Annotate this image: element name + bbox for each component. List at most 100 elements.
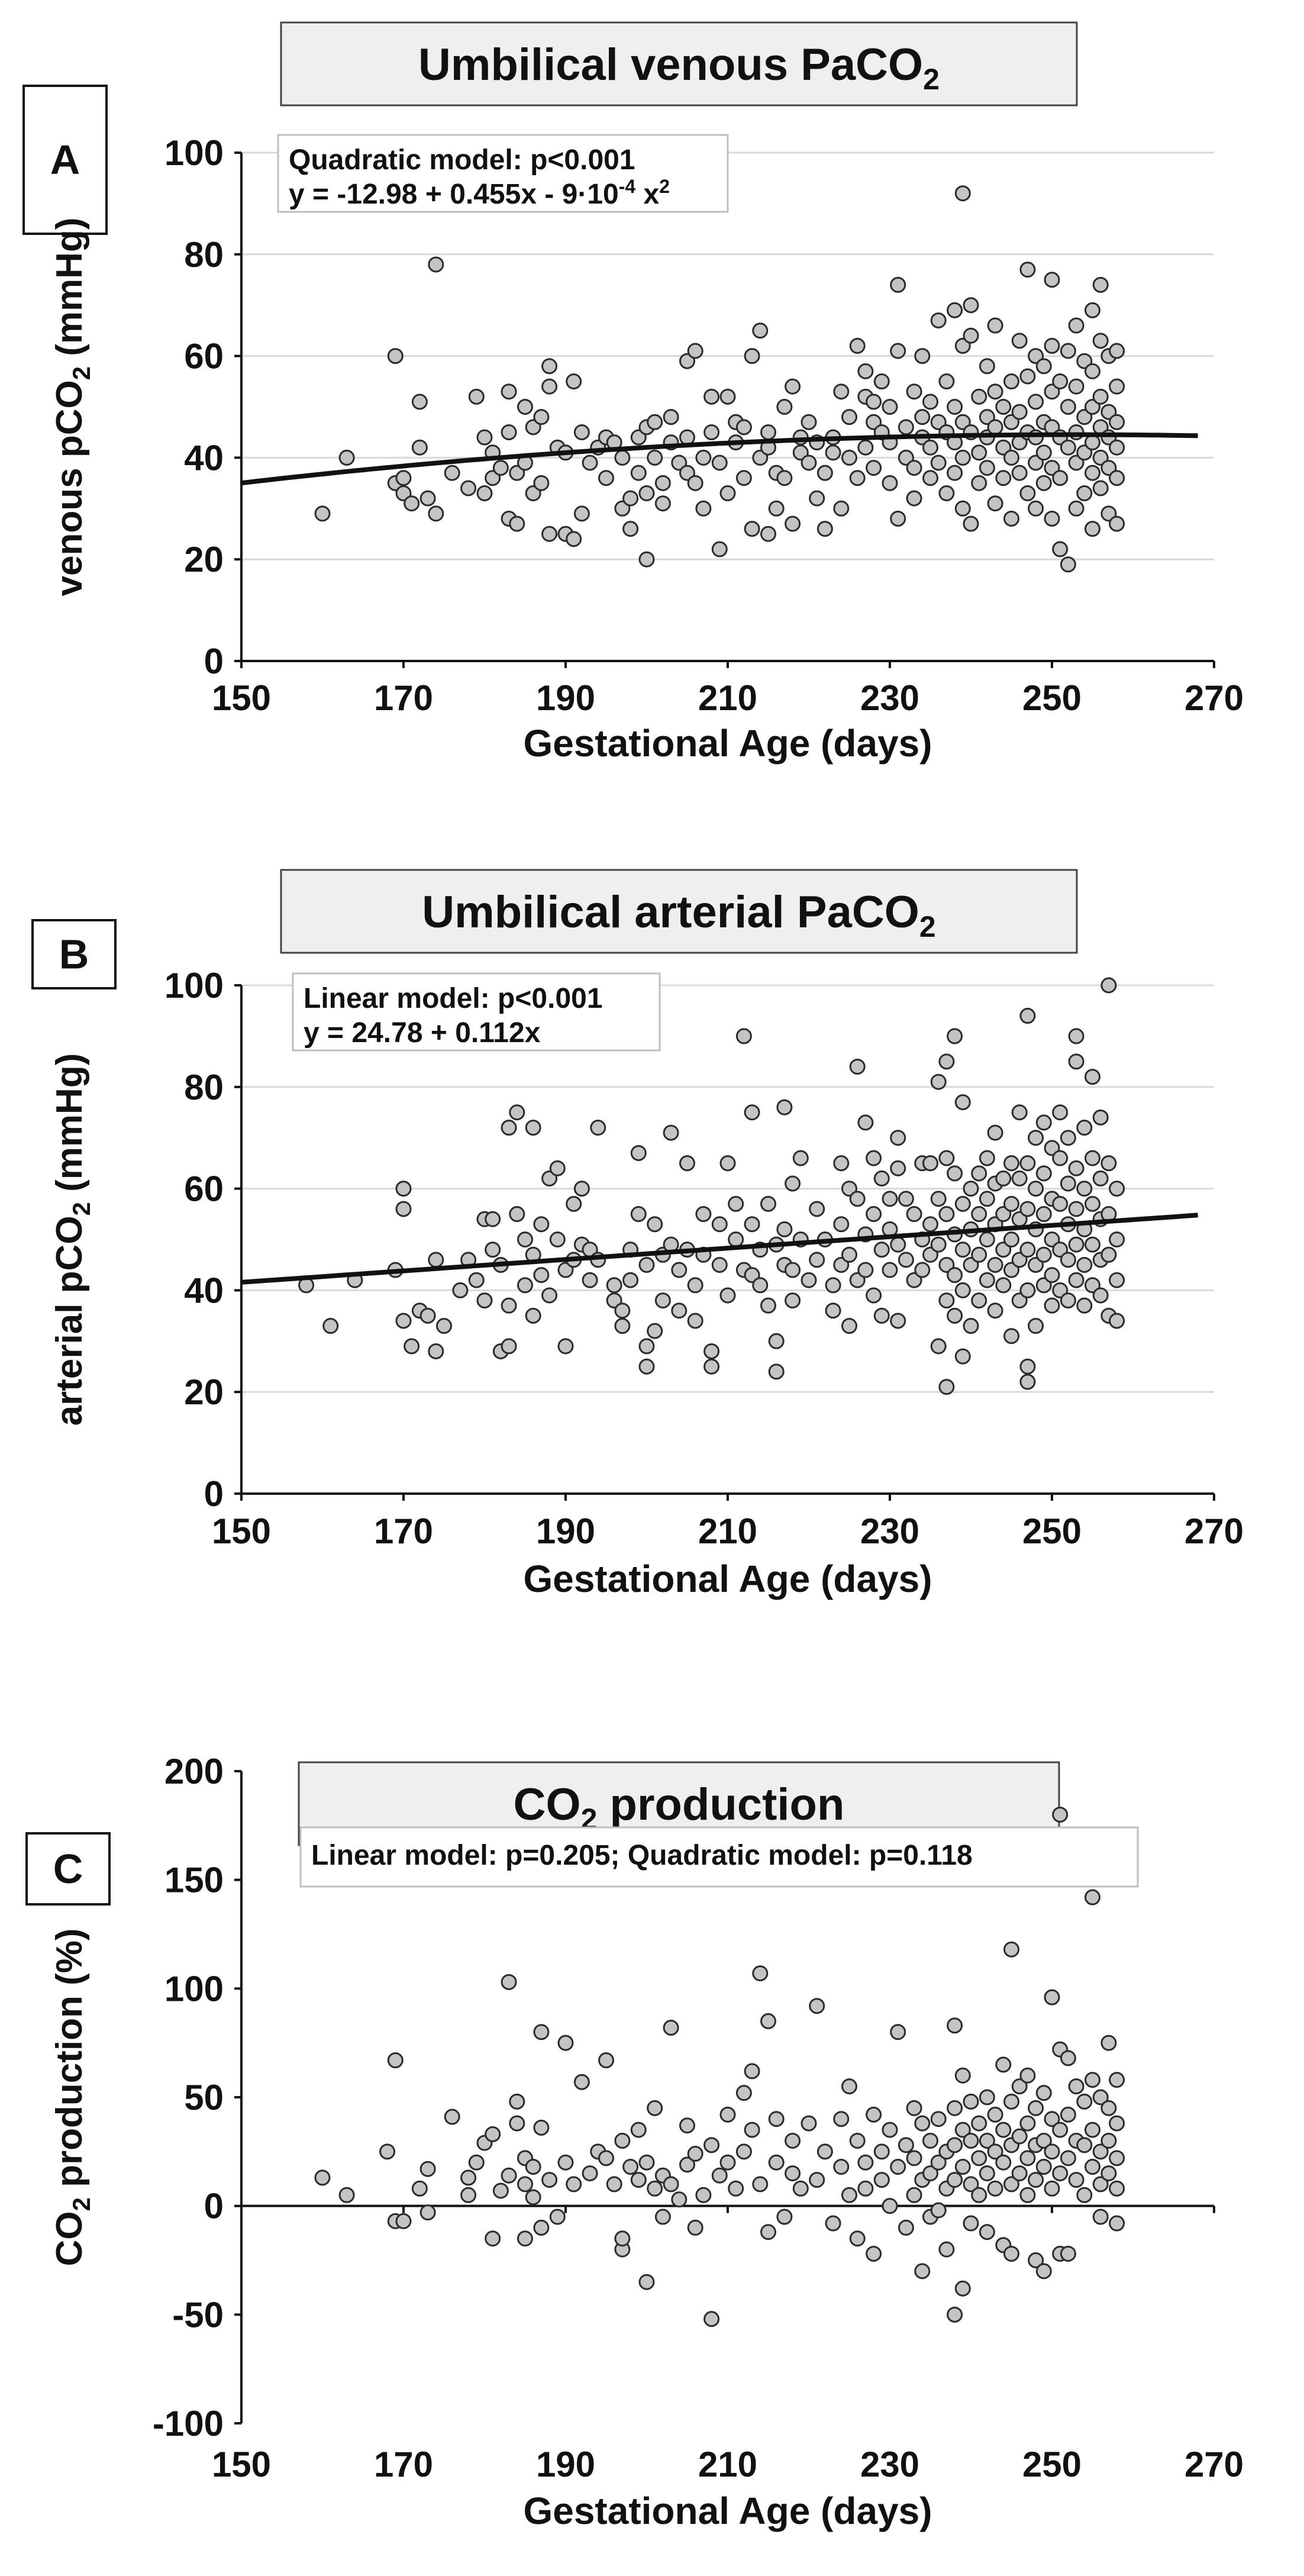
data-point: [873, 2172, 890, 2188]
y-tick-label: 0: [204, 641, 224, 681]
panel-label: C: [53, 1846, 83, 1892]
x-tick-label: 210: [698, 2445, 757, 2484]
data-point: [947, 2306, 963, 2323]
data-point: [647, 449, 663, 466]
data-point: [768, 1363, 785, 1380]
data-point: [809, 490, 825, 507]
data-point: [954, 2122, 971, 2138]
data-point: [1109, 2072, 1125, 2088]
data-point: [338, 449, 355, 466]
data-point: [1035, 1246, 1052, 1263]
data-point: [638, 1256, 655, 1273]
data-point: [930, 2154, 947, 2171]
data-point: [914, 409, 931, 425]
data-point: [703, 1358, 720, 1375]
y-axis-label-text: venous pCO: [49, 380, 90, 596]
data-point: [671, 1262, 687, 1278]
data-point: [947, 2017, 963, 2034]
data-point: [947, 1165, 963, 1182]
data-point: [930, 2202, 947, 2219]
data-point: [630, 2122, 647, 2138]
data-point: [792, 444, 809, 461]
data-point: [541, 378, 558, 395]
data-point: [768, 1333, 785, 1349]
data-point: [1019, 262, 1036, 278]
data-point: [987, 1302, 1003, 1319]
data-point: [857, 1114, 874, 1131]
data-point: [1019, 1242, 1036, 1258]
data-point: [566, 2176, 582, 2193]
data-point: [890, 276, 906, 293]
data-point: [1100, 1155, 1117, 1172]
data-point: [785, 2165, 801, 2182]
data-point: [1068, 500, 1084, 517]
data-point: [1084, 2072, 1100, 2088]
data-point: [468, 2154, 485, 2171]
data-point: [654, 495, 671, 512]
data-point: [1003, 2093, 1019, 2110]
data-point: [906, 2187, 922, 2203]
data-point: [517, 1277, 533, 1294]
data-point: [890, 1130, 906, 1146]
y-tick-label: 0: [204, 1474, 224, 1514]
x-tick-label: 270: [1184, 1511, 1244, 1551]
data-point: [1028, 394, 1044, 410]
data-point: [752, 1277, 769, 1294]
data-point: [485, 1242, 501, 1258]
data-point: [898, 1191, 914, 1207]
data-point: [647, 2180, 663, 2197]
data-point: [460, 2169, 477, 2186]
data-point: [622, 2159, 639, 2175]
data-point: [938, 1053, 955, 1070]
data-point: [1068, 1053, 1084, 1070]
data-point: [1060, 343, 1076, 359]
data-point: [1109, 1181, 1125, 1197]
data-point: [1019, 2115, 1036, 2132]
data-point: [954, 1348, 971, 1365]
equation-exponent: -4: [619, 176, 636, 197]
data-point: [1092, 480, 1109, 496]
data-point: [509, 1104, 525, 1121]
data-point: [914, 1262, 931, 1278]
panel-title: Umbilical venous PaCO2: [418, 40, 940, 96]
y-tick-label: 100: [164, 1969, 224, 2008]
y-axis-label-unit: (mmHg): [49, 218, 90, 366]
data-point: [557, 1338, 574, 1355]
data-point: [857, 439, 874, 456]
data-point: [338, 2187, 355, 2203]
data-point: [938, 1256, 955, 1273]
data-point: [638, 2154, 655, 2171]
data-point: [395, 1313, 412, 1329]
data-point: [703, 2311, 720, 2327]
data-point: [1003, 1328, 1019, 1345]
data-point: [525, 2159, 541, 2175]
x-tick-label: 250: [1022, 1511, 1082, 1551]
data-point: [1052, 470, 1069, 486]
x-tick-label: 150: [212, 2445, 271, 2484]
data-point: [744, 1267, 760, 1284]
data-point: [549, 1160, 566, 1176]
data-point: [1100, 1246, 1117, 1263]
panel-label-box: [25, 1832, 111, 1906]
data-point: [549, 1231, 566, 1247]
data-point: [1035, 1277, 1052, 1294]
data-point: [573, 1181, 590, 1197]
data-point: [979, 409, 995, 425]
data-point: [857, 1262, 874, 1278]
data-point: [938, 1150, 955, 1166]
data-point: [622, 1272, 639, 1288]
data-point: [671, 2191, 687, 2208]
data-point: [476, 429, 493, 446]
data-point: [728, 1195, 744, 1212]
data-point: [654, 475, 671, 491]
data-point: [906, 1206, 922, 1223]
data-point: [1092, 1170, 1109, 1187]
data-point: [566, 531, 582, 547]
data-point: [533, 1267, 550, 1284]
data-point: [1092, 2143, 1109, 2160]
equation-text: y = 24.78 + 0.112x: [304, 1017, 541, 1049]
data-point: [1084, 465, 1100, 481]
data-point: [776, 1221, 793, 1237]
data-point: [744, 521, 760, 537]
